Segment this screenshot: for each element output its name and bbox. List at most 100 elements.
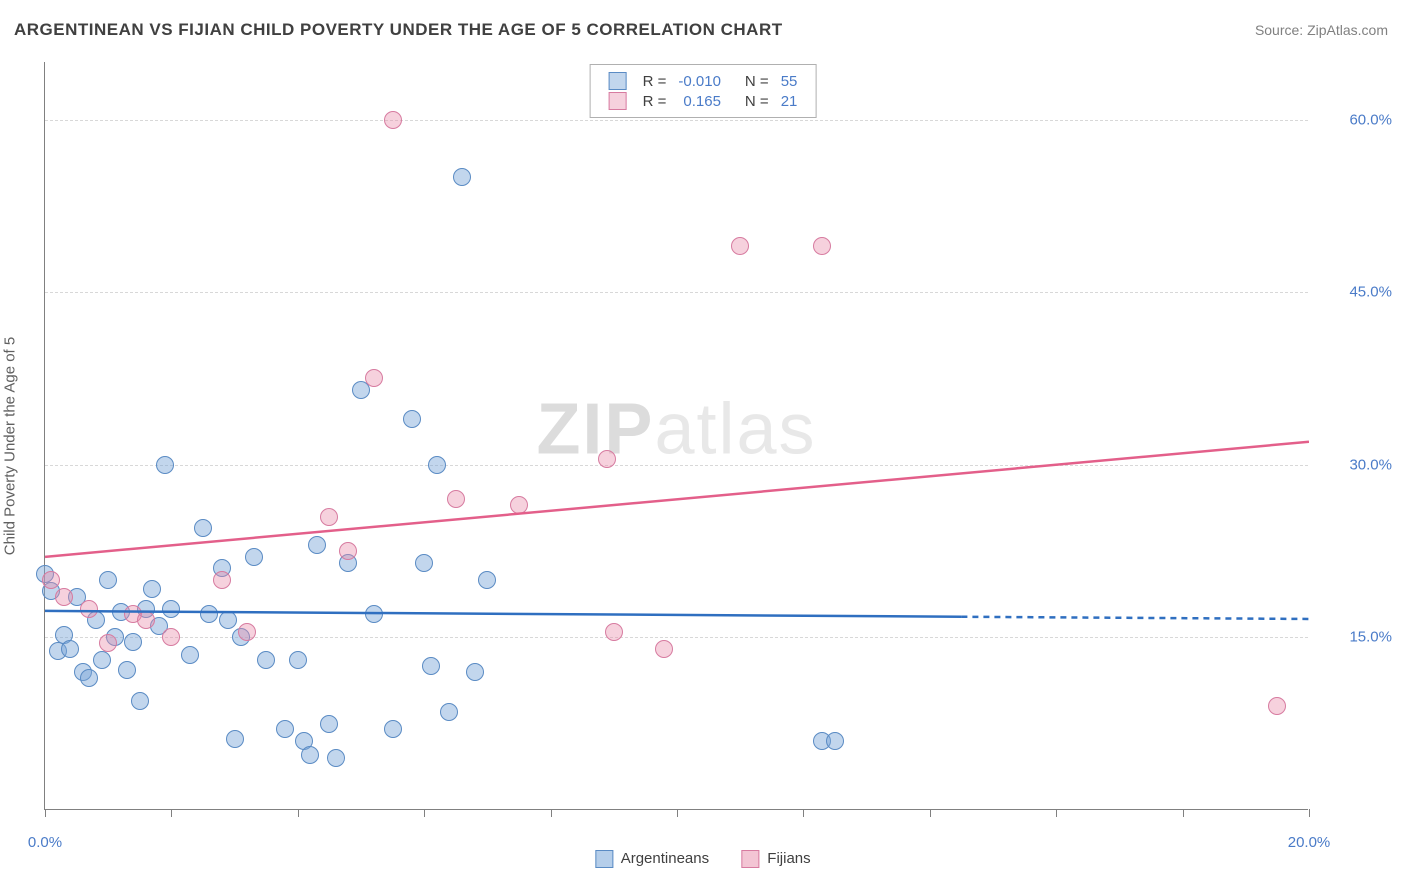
- data-point: [162, 628, 180, 646]
- legend-swatch: [609, 72, 627, 90]
- data-point: [598, 450, 616, 468]
- data-point: [257, 651, 275, 669]
- data-point: [194, 519, 212, 537]
- data-point: [826, 732, 844, 750]
- data-point: [339, 542, 357, 560]
- trend-line-fijians: [45, 442, 1309, 557]
- data-point: [440, 703, 458, 721]
- stats-legend-row: R =-0.010 N =55: [603, 71, 804, 91]
- data-point: [213, 571, 231, 589]
- data-point: [447, 490, 465, 508]
- x-tick: [1183, 809, 1184, 817]
- stat-n-value: 21: [775, 91, 804, 111]
- data-point: [99, 571, 117, 589]
- data-point: [365, 369, 383, 387]
- data-point: [384, 111, 402, 129]
- data-point: [453, 168, 471, 186]
- stat-r-value: -0.010: [672, 71, 727, 91]
- x-tick: [171, 809, 172, 817]
- correlation-chart: ARGENTINEAN VS FIJIAN CHILD POVERTY UNDE…: [0, 0, 1406, 892]
- series-legend-label: Fijians: [767, 850, 810, 867]
- x-tick: [930, 809, 931, 817]
- data-point: [384, 720, 402, 738]
- data-point: [226, 730, 244, 748]
- data-point: [365, 605, 383, 623]
- data-point: [320, 715, 338, 733]
- data-point: [143, 580, 161, 598]
- data-point: [55, 588, 73, 606]
- y-tick-label: 30.0%: [1322, 456, 1392, 473]
- trend-line-dashed-argentineans: [961, 617, 1309, 619]
- watermark: ZIPatlas: [536, 388, 816, 470]
- data-point: [156, 456, 174, 474]
- source-prefix: Source:: [1255, 22, 1307, 38]
- data-point: [219, 611, 237, 629]
- data-point: [1268, 697, 1286, 715]
- data-point: [276, 720, 294, 738]
- x-tick: [45, 809, 46, 817]
- watermark-bold: ZIP: [536, 389, 654, 469]
- series-legend-item: Argentineans: [595, 850, 709, 868]
- plot-area: ZIPatlas 15.0%30.0%45.0%60.0%0.0%20.0%: [44, 62, 1308, 810]
- x-tick-label: 20.0%: [1288, 834, 1331, 851]
- legend-swatch: [609, 92, 627, 110]
- data-point: [289, 651, 307, 669]
- trend-lines: [45, 62, 1309, 810]
- legend-swatch: [741, 850, 759, 868]
- x-tick: [424, 809, 425, 817]
- data-point: [731, 237, 749, 255]
- series-legend: Argentineans Fijians: [579, 850, 826, 868]
- y-tick-label: 15.0%: [1322, 629, 1392, 646]
- source-attribution: Source: ZipAtlas.com: [1255, 22, 1388, 38]
- data-point: [301, 746, 319, 764]
- watermark-light: atlas: [654, 389, 816, 469]
- x-tick: [677, 809, 678, 817]
- x-tick: [1309, 809, 1310, 817]
- data-point: [42, 571, 60, 589]
- data-point: [478, 571, 496, 589]
- data-point: [605, 623, 623, 641]
- data-point: [308, 536, 326, 554]
- data-point: [124, 633, 142, 651]
- data-point: [428, 456, 446, 474]
- x-tick: [1056, 809, 1057, 817]
- data-point: [80, 600, 98, 618]
- stat-n-label: N =: [739, 91, 775, 111]
- data-point: [655, 640, 673, 658]
- stat-r-label: R =: [637, 91, 673, 111]
- legend-swatch: [595, 850, 613, 868]
- gridline: [45, 120, 1308, 121]
- gridline: [45, 292, 1308, 293]
- source-name: ZipAtlas.com: [1307, 22, 1388, 38]
- series-legend-item: Fijians: [741, 850, 811, 868]
- x-tick: [298, 809, 299, 817]
- data-point: [118, 661, 136, 679]
- stat-r-label: R =: [637, 71, 673, 91]
- data-point: [510, 496, 528, 514]
- data-point: [80, 669, 98, 687]
- data-point: [327, 749, 345, 767]
- gridline: [45, 465, 1308, 466]
- x-tick: [803, 809, 804, 817]
- stat-n-value: 55: [775, 71, 804, 91]
- y-axis-label: Child Poverty Under the Age of 5: [2, 337, 19, 555]
- series-legend-label: Argentineans: [621, 850, 709, 867]
- data-point: [137, 611, 155, 629]
- data-point: [181, 646, 199, 664]
- x-tick: [551, 809, 552, 817]
- y-tick-label: 60.0%: [1322, 111, 1392, 128]
- data-point: [813, 237, 831, 255]
- data-point: [238, 623, 256, 641]
- data-point: [162, 600, 180, 618]
- data-point: [61, 640, 79, 658]
- data-point: [93, 651, 111, 669]
- data-point: [131, 692, 149, 710]
- trend-line-argentineans: [45, 611, 961, 617]
- data-point: [415, 554, 433, 572]
- stat-n-label: N =: [739, 71, 775, 91]
- data-point: [466, 663, 484, 681]
- data-point: [403, 410, 421, 428]
- data-point: [245, 548, 263, 566]
- data-point: [99, 634, 117, 652]
- stats-legend: R =-0.010N =55R =0.165N =21: [590, 64, 817, 118]
